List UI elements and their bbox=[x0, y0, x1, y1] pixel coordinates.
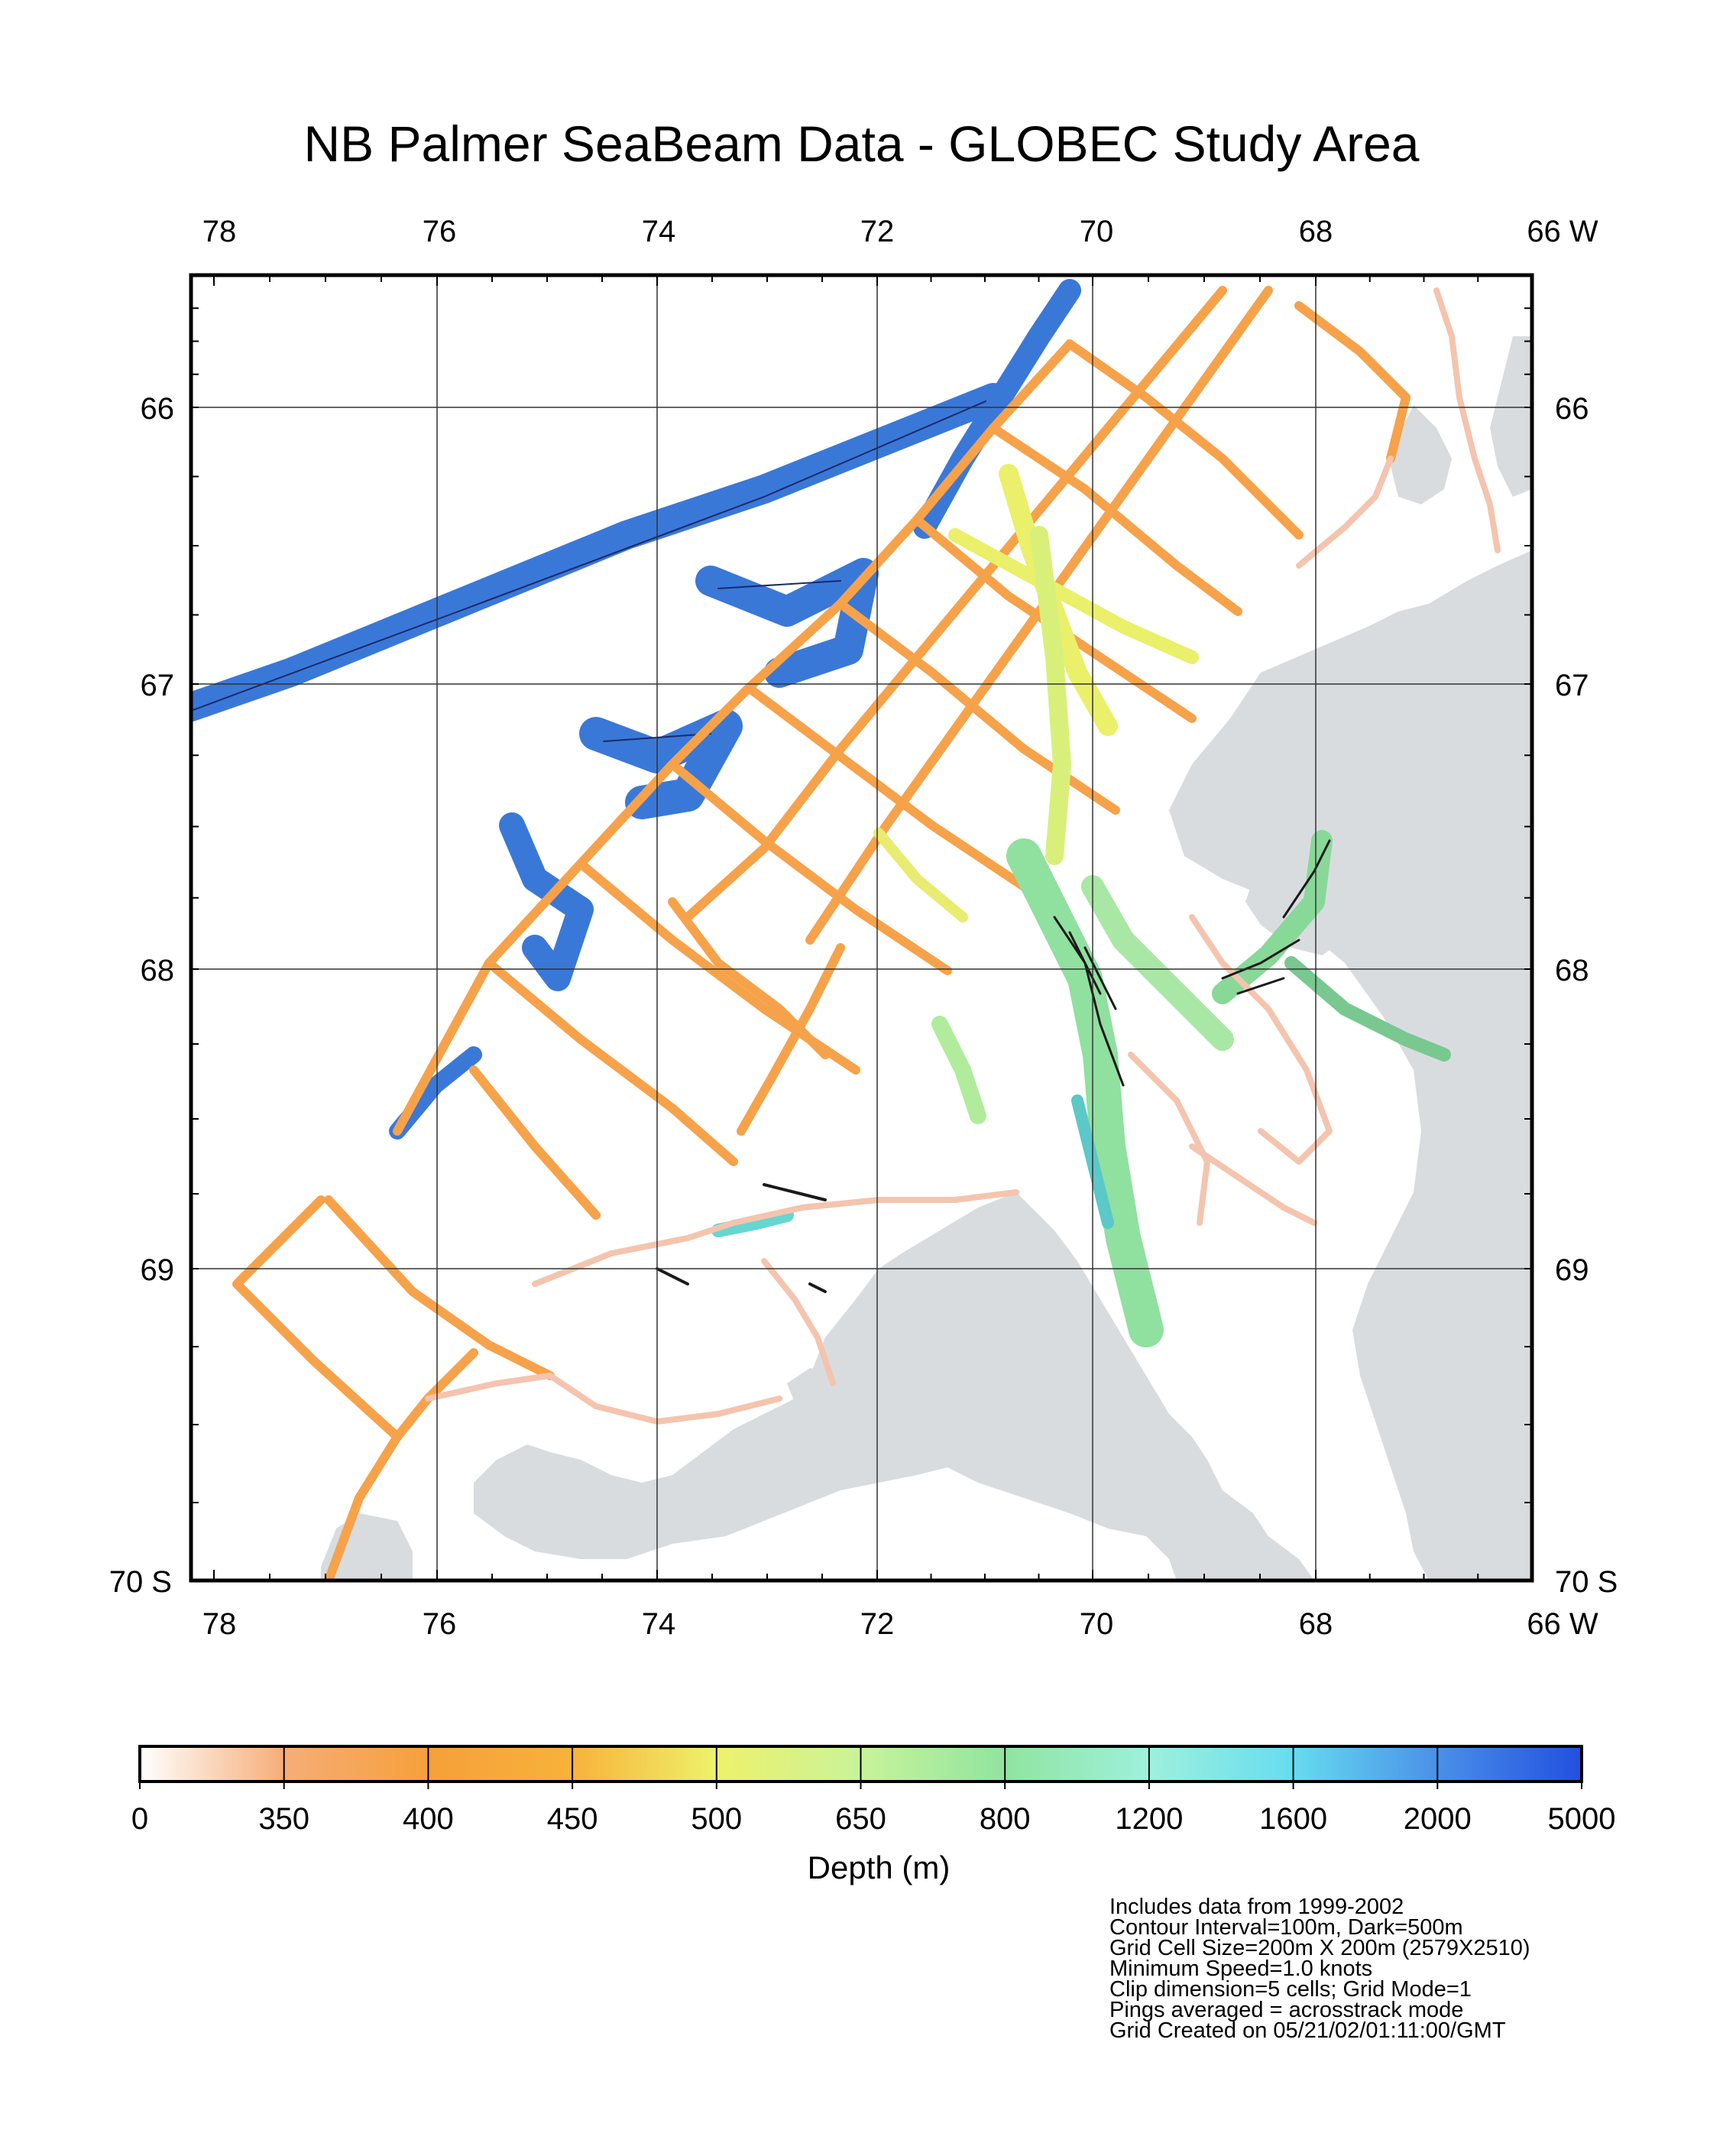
lon-label-top: 78 bbox=[202, 215, 237, 248]
lon-label-bottom: 66 W bbox=[1527, 1607, 1598, 1641]
lat-label-left: 68 bbox=[141, 954, 175, 987]
shallow-track-9 bbox=[1128, 1052, 1210, 1226]
land-island-2 bbox=[1391, 405, 1452, 504]
colorbar-labels: 0 350 400 450 500 650 800 1200 1600 2000 5000 bbox=[131, 1802, 1616, 1836]
map-content bbox=[191, 275, 1532, 1581]
cyan-patch-1 bbox=[711, 1208, 794, 1237]
colorbar-label: 5000 bbox=[1548, 1802, 1616, 1836]
land-peninsula bbox=[1169, 550, 1532, 1581]
deep-swath-1 bbox=[191, 383, 1008, 721]
survey-line-16 bbox=[324, 1432, 402, 1581]
survey-line-9 bbox=[668, 760, 952, 975]
map-title: NB Palmer SeaBeam Data - GLOBEC Study Ar… bbox=[303, 115, 1420, 172]
shallow-track-1 bbox=[1433, 287, 1501, 553]
green-region-4 bbox=[931, 1016, 986, 1124]
lat-label-right: 69 bbox=[1555, 1253, 1589, 1287]
yellow-swath-3 bbox=[1030, 526, 1071, 865]
colorbar-label: 650 bbox=[835, 1802, 886, 1836]
colorbar-label: 2000 bbox=[1404, 1802, 1472, 1836]
colorbar-label: 500 bbox=[691, 1802, 742, 1836]
lon-label-bottom: 70 bbox=[1080, 1607, 1114, 1641]
survey-line-17 bbox=[737, 943, 845, 1136]
colorbar-label: 1600 bbox=[1259, 1802, 1327, 1836]
note-line: Grid Cell Size=200m X 200m (2579X2510) bbox=[1109, 1936, 1530, 1960]
lon-label-bottom: 76 bbox=[423, 1607, 457, 1641]
survey-line-11 bbox=[484, 958, 738, 1166]
lat-label-right: 68 bbox=[1555, 954, 1589, 987]
colorbar-label: 350 bbox=[258, 1802, 309, 1836]
lon-label-bottom: 78 bbox=[202, 1607, 237, 1641]
note-line: Contour Interval=100m, Dark=500m bbox=[1109, 1915, 1463, 1940]
colorbar-label: 450 bbox=[547, 1802, 598, 1836]
shallow-track-4 bbox=[730, 1189, 1019, 1226]
lon-label-bottom: 68 bbox=[1299, 1607, 1333, 1641]
shallow-track-2 bbox=[1296, 456, 1394, 569]
deep-swath-4 bbox=[579, 709, 743, 819]
lon-label-top: 74 bbox=[642, 215, 676, 248]
yellow-swath-2 bbox=[948, 528, 1199, 664]
deep-swath-5 bbox=[499, 812, 594, 991]
survey-line-14 bbox=[232, 1195, 478, 1441]
survey-line-13 bbox=[469, 1065, 601, 1220]
shallow-track-8 bbox=[761, 1258, 836, 1386]
survey-line-8 bbox=[744, 683, 1028, 891]
lon-label-top: 70 bbox=[1080, 215, 1114, 248]
axis-ticks bbox=[191, 274, 1533, 1581]
note-line: Pings averaged = acrosstrack mode bbox=[1109, 1998, 1464, 2022]
lon-label-bottom: 72 bbox=[860, 1607, 895, 1641]
lon-label-top: 72 bbox=[860, 215, 895, 248]
colorbar-label: 0 bbox=[131, 1802, 148, 1836]
lat-label-right: 70 S bbox=[1555, 1565, 1618, 1599]
lat-label-left: 66 bbox=[141, 392, 175, 426]
note-line: Includes data from 1999-2002 bbox=[1109, 1895, 1404, 1919]
green-region-5 bbox=[1284, 956, 1451, 1062]
colorbar-title: Depth (m) bbox=[807, 1850, 951, 1885]
yellow-swath-4 bbox=[873, 828, 968, 922]
lon-label-top: 68 bbox=[1299, 215, 1333, 248]
lon-label-top: 76 bbox=[423, 215, 457, 248]
note-line: Grid Created on 05/21/02/01:11:00/GMT bbox=[1109, 2018, 1506, 2043]
green-region-3 bbox=[1212, 830, 1333, 1004]
lat-label-left: 69 bbox=[141, 1253, 175, 1287]
lon-label-top: 66 W bbox=[1527, 215, 1598, 248]
processing-notes: Includes data from 1999-2002 Contour Int… bbox=[1109, 1895, 1713, 2043]
map-frame bbox=[189, 273, 1534, 1583]
green-region-2 bbox=[1081, 875, 1234, 1051]
graticule bbox=[191, 275, 1532, 1581]
shallow-track-7 bbox=[425, 1373, 553, 1402]
land-island-1 bbox=[1490, 336, 1532, 497]
colorbar-ticks bbox=[139, 1746, 1582, 1789]
lat-label-left: 70 S bbox=[109, 1565, 172, 1599]
colorbar-label: 800 bbox=[980, 1802, 1031, 1836]
dense-contours-2 bbox=[656, 1183, 827, 1293]
survey-line-15 bbox=[324, 1195, 555, 1380]
lat-label-right: 66 bbox=[1555, 392, 1589, 426]
lon-label-bottom: 74 bbox=[642, 1607, 676, 1641]
shallow-track-10 bbox=[1189, 1143, 1317, 1226]
lat-label-right: 67 bbox=[1555, 669, 1589, 702]
lat-label-left: 67 bbox=[141, 669, 175, 702]
survey-line-2 bbox=[683, 286, 1227, 922]
axis-labels: 78 76 74 72 70 68 66 W 78 76 74 72 70 68 66 W 66 67 68 69… bbox=[109, 215, 1618, 1641]
note-line: Clip dimension=5 cells; Grid Mode=1 bbox=[1109, 1977, 1472, 2002]
survey-lines bbox=[232, 286, 1410, 1581]
land-alexander-island bbox=[474, 1192, 1314, 1581]
bathymetry-tracks bbox=[191, 279, 1501, 1581]
colorbar-label: 400 bbox=[403, 1802, 454, 1836]
survey-line-4 bbox=[1065, 339, 1304, 540]
colorbar-label: 1200 bbox=[1115, 1802, 1183, 1836]
survey-line-5 bbox=[989, 423, 1242, 616]
depth-colorbar: 0 350 400 450 500 650 800 1200 1600 2000 5000 bbox=[131, 1745, 1616, 1836]
note-line: Minimum Speed=1.0 knots bbox=[1109, 1957, 1373, 1981]
shallow-track-3 bbox=[1189, 914, 1333, 1165]
survey-line-18 bbox=[1294, 301, 1410, 463]
